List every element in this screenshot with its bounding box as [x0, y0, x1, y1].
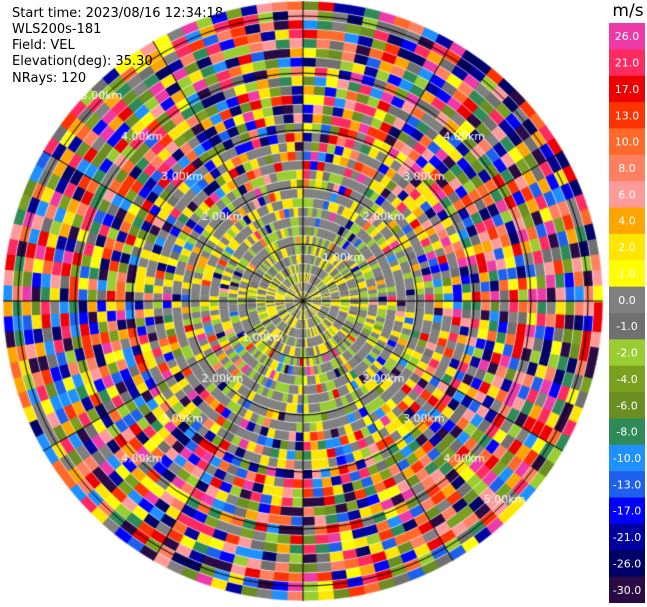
colorbar-swatch: [609, 23, 645, 50]
colorbar-tick-label: -4.0: [616, 373, 637, 386]
colorbar-tick-label: -6.0: [616, 399, 637, 412]
colorbar-tick-label: -8.0: [616, 426, 637, 439]
colorbar-swatch: [609, 49, 645, 77]
colorbar-tick-label: 0.0: [618, 294, 636, 307]
colorbar-swatch: [609, 471, 645, 499]
colorbar-swatch: [609, 102, 645, 129]
elevation-line: Elevation(deg): 35.30: [12, 54, 153, 69]
colorbar-swatch: [609, 444, 645, 472]
colorbar-swatch: [609, 576, 645, 603]
ppi-velocity-plot: [0, 0, 610, 607]
colorbar-swatch: [609, 550, 645, 578]
field-line: Field: VEL: [12, 38, 75, 53]
instrument-line: WLS200s-181: [12, 22, 102, 37]
colorbar-swatch: [609, 181, 645, 209]
colorbar-tick-label: 1.0: [618, 267, 636, 280]
colorbar-swatch: [609, 154, 645, 182]
colorbar-tick-label: -17.0: [613, 505, 641, 518]
colorbar-tick-label: -1.0: [616, 320, 637, 333]
colorbar-swatch: [609, 286, 645, 314]
start-time-line: Start time: 2023/08/16 12:34:18: [12, 6, 224, 21]
colorbar-tick-label: 21.0: [615, 57, 640, 70]
colorbar-tick-label: 4.0: [618, 215, 636, 228]
colorbar-swatch: [609, 313, 645, 340]
colorbar-tick-label: -10.0: [613, 452, 641, 465]
colorbar-tick-label: -2.0: [616, 347, 637, 360]
colorbar-swatch: [609, 497, 645, 525]
colorbar-tick-label: 8.0: [618, 162, 636, 175]
colorbar-tick-label: -21.0: [613, 531, 641, 544]
colorbar-tick-label: 6.0: [618, 188, 636, 201]
colorbar-tick-label: 13.0: [615, 109, 640, 122]
colorbar-swatch: [609, 365, 645, 393]
colorbar-tick-label: 2.0: [618, 241, 636, 254]
colorbar-swatch: [609, 260, 645, 288]
colorbar-tick-label: 10.0: [615, 136, 640, 149]
colorbar-swatch: [609, 233, 645, 261]
colorbar-tick-label: 26.0: [615, 30, 640, 43]
colorbar-swatch: [609, 75, 645, 103]
colorbar-title: m/s: [612, 1, 644, 21]
colorbar-swatch: [609, 207, 645, 235]
colorbar-swatch: [609, 339, 645, 367]
colorbar-tick-label: -13.0: [613, 478, 641, 491]
nrays-line: NRays: 120: [12, 71, 87, 86]
colorbar-tick-label: -30.0: [613, 584, 641, 597]
colorbar-swatch: [609, 418, 645, 446]
colorbar-tick-label: -26.0: [613, 557, 641, 570]
colorbar-swatch: [609, 392, 645, 419]
colorbar-tick-label: 17.0: [615, 83, 640, 96]
colorbar-swatch: [609, 523, 645, 551]
colorbar: 26.0 21.0 17.0 13.0 10.0 8.0 6.0 4.0 2.0 1.0 0.0 -1…: [609, 23, 645, 603]
colorbar-swatch: [609, 128, 645, 156]
